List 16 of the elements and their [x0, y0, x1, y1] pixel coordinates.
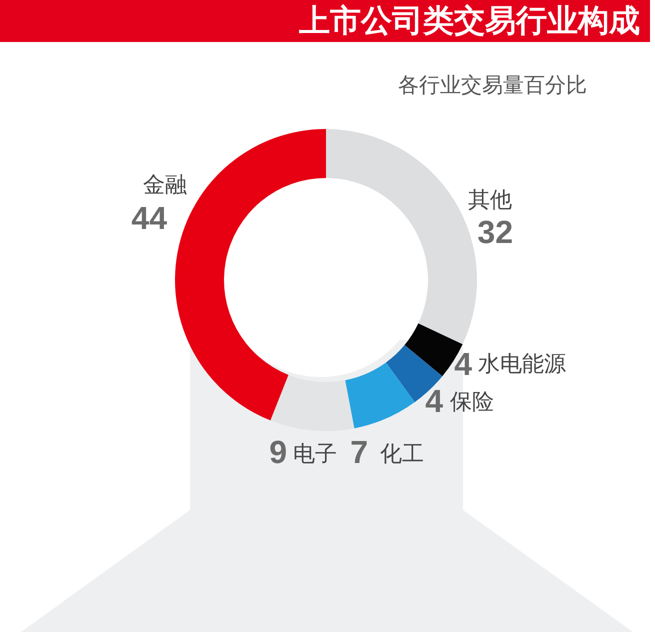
data-label: 32 — [477, 214, 513, 250]
chart-title: 上市公司类交易行业构成 — [299, 3, 640, 39]
data-label: 4 — [425, 383, 444, 419]
slice-label: 其他 — [468, 188, 512, 213]
slice-label: 水电能源 — [478, 352, 566, 377]
chart-subtitle: 各行业交易量百分比 — [398, 72, 587, 98]
donut-slice — [345, 362, 415, 428]
donut-slice — [270, 374, 354, 431]
slice-label: 化工 — [380, 442, 424, 467]
slice-label: 金融 — [143, 173, 187, 198]
slice-label: 保险 — [450, 390, 494, 415]
data-label: 7 — [350, 434, 368, 470]
data-label: 9 — [269, 434, 287, 470]
slice-label: 电子 — [293, 442, 337, 467]
data-label: 44 — [131, 200, 168, 236]
data-label: 4 — [454, 346, 472, 382]
